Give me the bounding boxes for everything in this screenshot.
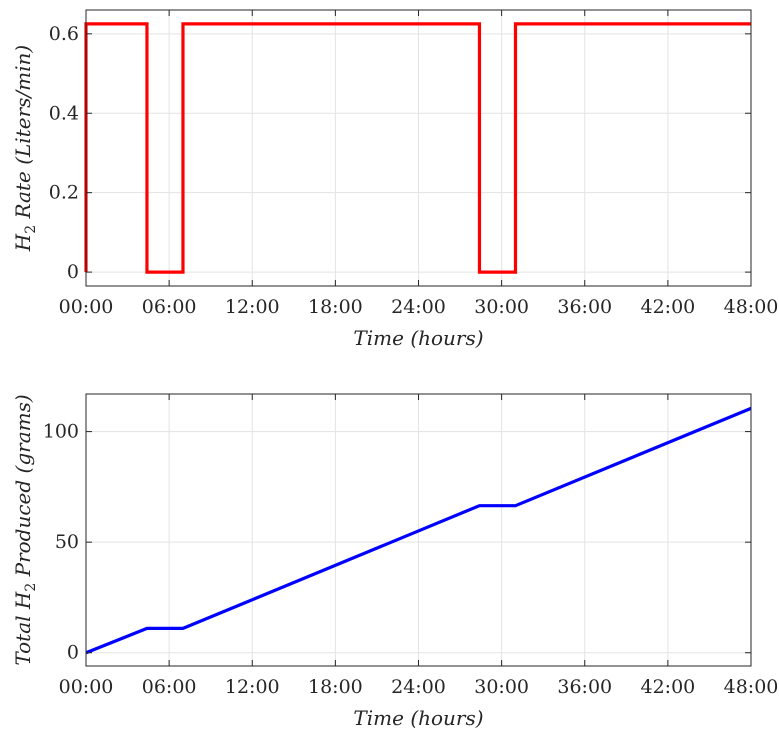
x-tick-label: 30:00 — [474, 296, 529, 318]
rate-x-axis-label: Time (hours) — [353, 326, 483, 350]
x-tick-label: 36:00 — [557, 676, 612, 698]
x-tick-label: 12:00 — [225, 676, 280, 698]
y-tick-label: 0.2 — [49, 182, 79, 204]
series-line — [85, 406, 752, 655]
x-tick-label: 06:00 — [142, 296, 197, 318]
x-tick-label: 36:00 — [557, 296, 612, 318]
x-tick-label: 24:00 — [391, 676, 446, 698]
x-tick-label: 06:00 — [142, 676, 197, 698]
x-tick-label: 00:00 — [59, 296, 114, 318]
subscript: 2 — [23, 583, 39, 592]
x-tick-label: 42:00 — [640, 296, 695, 318]
y-tick-label: 0 — [67, 642, 79, 664]
x-tick-label: 00:00 — [59, 676, 114, 698]
total-y-axis-label: Total H2 Produced (grams) — [11, 394, 39, 665]
rate-chart: 00:00 06:00 12:00 18:00 24:00 30:00 36:00 42:00… — [11, 9, 779, 350]
x-tick-label: 48:00 — [724, 296, 779, 318]
x-tick-label: 42:00 — [640, 676, 695, 698]
y-tick-label: 100 — [43, 421, 79, 443]
x-tick-label: 48:00 — [724, 676, 779, 698]
y-tick-label: 50 — [55, 531, 79, 553]
total-chart: 00:00 06:00 12:00 18:00 24:00 30:00 36:00 42:00… — [11, 393, 779, 730]
x-tick-label: 12:00 — [225, 296, 280, 318]
x-tick-label: 18:00 — [308, 296, 363, 318]
y-tick-label: 0 — [67, 261, 79, 283]
rate-y-axis-label: H2 Rate (Liters/min) — [11, 45, 39, 252]
total-x-axis-label: Time (hours) — [353, 706, 483, 730]
series-line — [84, 22, 751, 274]
y-tick-label: 0.4 — [49, 102, 79, 124]
grid — [85, 10, 752, 286]
x-tick-label: 18:00 — [308, 676, 363, 698]
x-tick-label: 30:00 — [474, 676, 529, 698]
subscript: 2 — [23, 225, 39, 234]
x-tick-label: 24:00 — [391, 296, 446, 318]
y-tick-label: 0.6 — [49, 23, 79, 45]
